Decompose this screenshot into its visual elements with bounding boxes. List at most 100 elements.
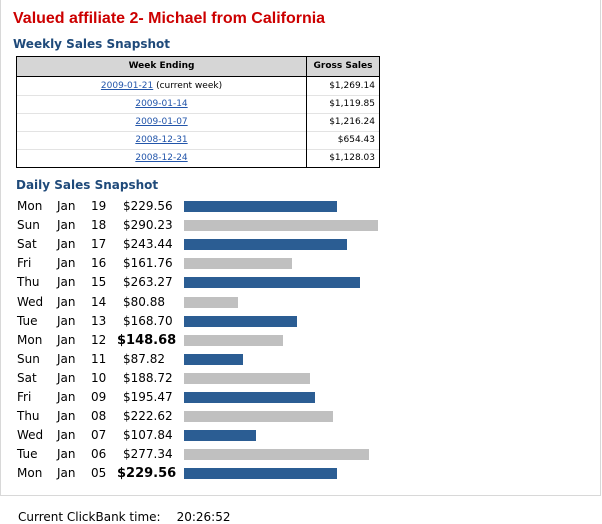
month: Jan: [57, 351, 76, 366]
day-number: 05: [91, 466, 107, 481]
day-number: 14: [91, 294, 107, 309]
weekly-sales-table: Week Ending Gross Sales 2009-01-21 (curr…: [16, 56, 380, 168]
weekly-row: 2009-01-07 $1,216.24: [17, 113, 379, 132]
daily-row: Mon Jan 19 $229.56: [1, 197, 401, 216]
day-of-week: Tue: [17, 313, 38, 328]
day-number: 18: [91, 218, 107, 233]
month: Jan: [57, 218, 76, 233]
sales-amount: $229.56: [123, 199, 173, 213]
day-of-week: Mon: [17, 199, 43, 213]
sales-bar: [184, 392, 315, 403]
daily-row: Sun Jan 11 $87.82: [1, 350, 401, 369]
weekly-row: 2009-01-14 $1,119.85: [17, 95, 379, 114]
daily-row: Wed Jan 07 $107.84: [1, 426, 401, 445]
gross-sales-cell: $1,128.03: [329, 153, 375, 163]
sales-amount: $263.27: [123, 275, 173, 290]
week-ending-cell: 2009-01-21 (current week): [17, 77, 307, 95]
clickbank-time-label: Current ClickBank time:: [18, 510, 161, 524]
weekly-table-header: Week Ending Gross Sales: [17, 57, 379, 77]
weekly-row: 2009-01-21 (current week) $1,269.14: [17, 77, 379, 96]
week-ending-link[interactable]: 2008-12-31: [135, 135, 188, 145]
month: Jan: [57, 466, 76, 481]
month: Jan: [57, 332, 76, 347]
daily-row: Tue Jan 06 $277.34: [1, 445, 401, 464]
day-of-week: Sat: [17, 370, 37, 385]
week-ending-cell: 2008-12-24: [17, 149, 307, 167]
sales-amount: $161.76: [123, 256, 173, 271]
day-number: 06: [91, 447, 107, 462]
daily-row: Sat Jan 17 $243.44: [1, 235, 401, 254]
daily-row: Fri Jan 09 $195.47: [1, 388, 401, 407]
sales-bar: [184, 315, 297, 327]
gross-sales-cell: $654.43: [337, 135, 375, 145]
month: Jan: [57, 447, 76, 462]
month: Jan: [57, 294, 76, 309]
week-ending-cell: 2009-01-07: [17, 113, 307, 131]
weekly-row: 2008-12-31 $654.43: [17, 131, 379, 150]
day-of-week: Sun: [17, 218, 40, 233]
sales-bar: [184, 449, 369, 461]
day-of-week: Fri: [17, 256, 32, 271]
weekly-row: 2008-12-24 $1,128.03: [17, 149, 379, 167]
day-of-week: Wed: [17, 428, 44, 443]
sales-bar: [184, 334, 283, 346]
daily-row: Fri Jan 16 $161.76: [1, 254, 401, 273]
daily-row: Thu Jan 08 $222.62: [1, 407, 401, 426]
week-ending-link[interactable]: 2009-01-14: [135, 99, 188, 109]
month: Jan: [57, 275, 76, 290]
sales-bar: [184, 258, 292, 270]
day-of-week: Thu: [17, 275, 40, 290]
day-number: 19: [91, 199, 107, 213]
sales-amount: $229.56: [117, 466, 177, 482]
month: Jan: [57, 256, 76, 271]
sales-amount: $195.47: [123, 390, 173, 404]
day-number: 08: [91, 409, 107, 424]
sales-bar: [184, 220, 378, 232]
week-ending-header: Week Ending: [17, 57, 307, 76]
sales-amount: $148.68: [117, 332, 177, 348]
daily-row: Mon Jan 12 $148.68: [1, 331, 401, 350]
sales-bar: [184, 468, 337, 480]
week-ending-cell: 2009-01-14: [17, 95, 307, 113]
gross-sales-header: Gross Sales: [313, 61, 373, 71]
month: Jan: [57, 370, 76, 385]
daily-row: Sat Jan 10 $188.72: [1, 369, 401, 388]
sales-bar: [184, 411, 333, 423]
month: Jan: [57, 390, 76, 404]
day-number: 12: [91, 332, 107, 347]
month: Jan: [57, 237, 76, 252]
day-number: 10: [91, 370, 107, 385]
sales-amount: $290.23: [123, 218, 173, 233]
day-number: 16: [91, 256, 107, 271]
week-ending-link[interactable]: 2009-01-07: [135, 117, 188, 127]
month: Jan: [57, 409, 76, 424]
month: Jan: [57, 313, 76, 328]
daily-section-title: Daily Sales Snapshot: [16, 178, 159, 192]
day-number: 15: [91, 275, 107, 290]
month: Jan: [57, 428, 76, 443]
day-of-week: Tue: [17, 447, 38, 462]
sales-amount: $80.88: [123, 294, 165, 309]
day-number: 17: [91, 237, 107, 252]
clickbank-time: Current ClickBank time: 20:26:52: [18, 510, 231, 524]
week-ending-link[interactable]: 2009-01-21: [100, 81, 154, 91]
daily-row: Mon Jan 05 $229.56: [1, 464, 401, 483]
weekly-section-title: Weekly Sales Snapshot: [13, 37, 171, 51]
day-number: 11: [91, 351, 107, 366]
sales-amount: $107.84: [123, 428, 173, 443]
day-number: 07: [91, 428, 107, 443]
daily-row: Wed Jan 14 $80.88: [1, 293, 401, 312]
week-ending-cell: 2008-12-31: [17, 131, 307, 149]
day-of-week: Fri: [17, 390, 32, 404]
day-of-week: Mon: [17, 466, 43, 481]
day-of-week: Thu: [17, 409, 40, 424]
week-ending-link[interactable]: 2008-12-24: [135, 153, 188, 163]
daily-row: Sun Jan 18 $290.23: [1, 216, 401, 235]
day-of-week: Mon: [17, 332, 43, 347]
sales-bar: [184, 296, 238, 308]
sales-bar: [184, 372, 310, 384]
current-week-note: (current week): [156, 81, 223, 91]
sales-amount: $87.82: [123, 351, 165, 366]
page-title: Valued affiliate 2- Michael from Califor…: [13, 10, 326, 27]
sales-amount: $188.72: [123, 370, 173, 385]
